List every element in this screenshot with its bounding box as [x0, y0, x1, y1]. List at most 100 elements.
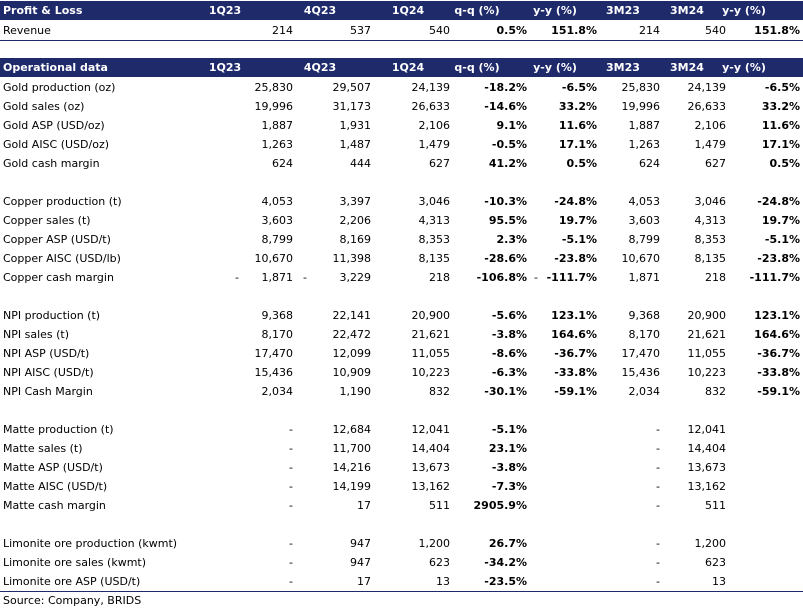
row-value: 444	[350, 157, 371, 170]
row-value: 1,479	[694, 138, 727, 151]
row-value: 3,046	[418, 195, 451, 208]
row-value: -36.7%	[554, 347, 597, 360]
row-value: 17.1%	[761, 138, 800, 151]
row-value: -8.6%	[491, 347, 527, 360]
row-value: 8,135	[694, 252, 727, 265]
row-value: 11,700	[332, 442, 372, 455]
column-header: 4Q23	[303, 4, 337, 17]
row-value: 13,162	[411, 480, 451, 493]
row-value: 21,621	[411, 328, 451, 341]
row-value: 13,673	[687, 461, 727, 474]
row-value: -6.5%	[764, 81, 800, 94]
row-value: 10,909	[332, 366, 372, 379]
row-value: 25,830	[621, 81, 661, 94]
row-value: 2905.9%	[473, 499, 527, 512]
row-label: NPI AISC (USD/t)	[3, 366, 94, 379]
row-value: 1,190	[339, 385, 372, 398]
table-row: NPI AISC (USD/t) 15,436 10,909 10,223 -6.3% -…	[0, 363, 803, 382]
row-value: -6.5%	[561, 81, 597, 94]
row-value: -5.6%	[491, 309, 527, 322]
row-value: 10,670	[254, 252, 294, 265]
row-value: 511	[429, 499, 450, 512]
row-value: 15,436	[254, 366, 294, 379]
row-value: 214	[272, 24, 293, 37]
row-label: Copper AISC (USD/lb)	[3, 252, 121, 265]
row-value: 24,139	[411, 81, 451, 94]
row-value: 1,200	[418, 537, 451, 550]
row-value: 17	[357, 575, 371, 588]
table-row: Copper ASP (USD/t) 8,799 8,169 8,353 2.3% -5.…	[0, 230, 803, 249]
row-value: -5.1%	[491, 423, 527, 436]
row-value: 1,479	[418, 138, 451, 151]
row-value: 0.5%	[566, 157, 597, 170]
row-value: -	[656, 461, 660, 474]
row-value: -10.3%	[484, 195, 527, 208]
row-label: Gold production (oz)	[3, 81, 116, 94]
row-value: 4,313	[418, 214, 451, 227]
row-value: 41.2%	[488, 157, 527, 170]
row-value: 624	[639, 157, 660, 170]
row-value: -	[289, 442, 293, 455]
row-value: 3,603	[261, 214, 294, 227]
row-value: -23.8%	[757, 252, 800, 265]
row-label: Matte ASP (USD/t)	[3, 461, 103, 474]
row-label: Copper cash margin	[3, 271, 114, 284]
column-header: y-y (%)	[533, 4, 577, 17]
row-value: 12,041	[687, 423, 727, 436]
row-value: -30.1%	[484, 385, 527, 398]
row-value: -	[656, 556, 660, 569]
row-value: 0.5%	[496, 24, 527, 37]
row-value: -36.7%	[757, 347, 800, 360]
row-label: Matte AISC (USD/t)	[3, 480, 108, 493]
row-value: 19.7%	[558, 214, 597, 227]
row-value: 4,053	[628, 195, 661, 208]
row-value: 8,353	[694, 233, 727, 246]
row-value: 11.6%	[761, 119, 800, 132]
column-header: 1Q23	[208, 61, 242, 74]
row-value: 13,162	[687, 480, 727, 493]
row-value: 8,169	[339, 233, 372, 246]
row-value: 8,170	[261, 328, 294, 341]
row-value: 10,670	[621, 252, 661, 265]
row-value: 10,223	[411, 366, 451, 379]
row-value: 8,135	[418, 252, 451, 265]
row-value: -33.8%	[554, 366, 597, 379]
row-value: 8,170	[628, 328, 661, 341]
row-value: 14,404	[687, 442, 727, 455]
row-value: 947	[350, 556, 371, 569]
row-value: 3,229	[339, 271, 372, 284]
table-row: Copper sales (t) 3,603 2,206 4,313 95.5% 19.7…	[0, 211, 803, 230]
row-value: 9.1%	[496, 119, 527, 132]
row-value: 832	[429, 385, 450, 398]
row-value: -	[289, 461, 293, 474]
row-value: 1,200	[694, 537, 727, 550]
row-value: 1,871	[261, 271, 294, 284]
table-row: Matte AISC (USD/t) - 14,199 13,162 -7.3% - 13,…	[0, 477, 803, 496]
row-value: 11,055	[411, 347, 451, 360]
negative-marker: -	[235, 271, 239, 284]
row-value: 31,173	[332, 100, 372, 113]
row-value: -3.8%	[491, 461, 527, 474]
row-value: 15,436	[621, 366, 661, 379]
row-value: 218	[705, 271, 726, 284]
column-header: 1Q23	[208, 4, 242, 17]
row-value: 13	[436, 575, 450, 588]
row-value: 9,368	[261, 309, 294, 322]
row-value: 17	[357, 499, 371, 512]
row-value: 2,034	[628, 385, 661, 398]
header-row: Profit & Loss 1Q23 4Q23 1Q24 q-q (%) y-y (%) 3…	[0, 1, 803, 20]
table-row: Gold production (oz) 25,830 29,507 24,139 -1…	[0, 78, 803, 97]
row-value: 123.1%	[754, 309, 800, 322]
row-value: 3,603	[628, 214, 661, 227]
row-value: -24.8%	[757, 195, 800, 208]
row-value	[720, 477, 800, 496]
header-row: Operational data 1Q23 4Q23 1Q24 q-q (%) y-y (…	[0, 58, 803, 77]
row-value: 13	[712, 575, 726, 588]
row-value: -59.1%	[757, 385, 800, 398]
row-value: -18.2%	[484, 81, 527, 94]
row-value: 17,470	[621, 347, 661, 360]
header-title: Profit & Loss	[3, 4, 83, 17]
row-value: 24,139	[687, 81, 727, 94]
row-value: 947	[350, 537, 371, 550]
row-value: 26,633	[687, 100, 727, 113]
